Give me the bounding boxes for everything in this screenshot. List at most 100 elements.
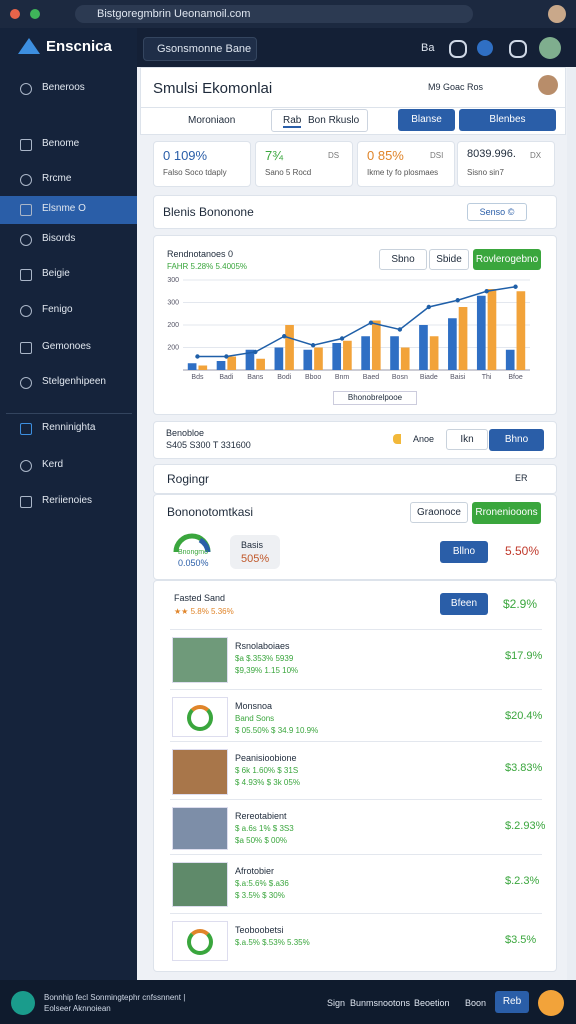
line-point — [484, 289, 489, 294]
nav-item[interactable]: Reriienoies — [42, 495, 93, 506]
chart-legend: Bhonobrelpooe — [333, 391, 417, 405]
bar — [516, 291, 526, 370]
amount: $2.9% — [503, 597, 538, 611]
nav-item[interactable]: Stelgenhipeen — [42, 376, 106, 387]
bar — [198, 365, 208, 370]
button[interactable]: Bfeen — [440, 593, 488, 615]
nav-icon — [20, 342, 32, 354]
nav-item[interactable]: Bisords — [42, 233, 76, 244]
bar — [245, 349, 255, 370]
bar — [274, 347, 284, 370]
stat-value: 0 109% — [163, 148, 208, 163]
line-point — [195, 354, 200, 359]
nav-item[interactable]: Benome — [42, 138, 80, 149]
summary-button[interactable]: Anoe — [393, 434, 434, 444]
nav-item[interactable]: Renninighta — [42, 422, 96, 433]
icon[interactable] — [509, 40, 527, 58]
divider — [170, 854, 542, 855]
item-line: Band Sons — [235, 714, 275, 723]
item-amount: $.2.93% — [505, 820, 546, 832]
footer-link[interactable]: Bunmsnootons — [350, 998, 411, 1008]
avatar[interactable] — [538, 75, 558, 95]
item-amount: $20.4% — [505, 710, 543, 722]
button[interactable]: Blenbes — [459, 109, 556, 131]
footer-link[interactable]: Beoetion — [414, 998, 450, 1008]
item-line: $a $.353% 5939 — [235, 654, 294, 663]
stat-card — [457, 141, 555, 187]
nav-item[interactable]: Fenigo — [42, 304, 73, 315]
badge-label: Basis — [241, 540, 264, 550]
button[interactable]: Sbno — [379, 249, 427, 270]
item-line: $ 05.50% $ 34.9 10.9% — [235, 726, 319, 735]
button[interactable]: Blanse — [398, 109, 455, 131]
nav-item[interactable]: Beigie — [42, 268, 70, 279]
tab[interactable]: Moroniaon — [188, 115, 236, 126]
icon[interactable] — [538, 990, 564, 1016]
nav-item[interactable]: Kerd — [42, 459, 64, 470]
url-box[interactable] — [75, 5, 473, 23]
bar — [487, 289, 497, 370]
icon[interactable] — [11, 991, 35, 1015]
section-control[interactable]: ER — [515, 473, 528, 483]
bar — [314, 347, 323, 370]
bar — [419, 325, 428, 370]
x-tick-label: Baisi — [450, 374, 466, 381]
nav-icon — [20, 423, 32, 435]
gauge-arc — [198, 537, 211, 553]
button[interactable]: Ikn — [446, 429, 488, 450]
item-line: $.a:5.6% $.a36 — [235, 879, 289, 888]
thumbnail — [172, 637, 228, 683]
avatar[interactable] — [548, 5, 566, 23]
tab[interactable]: Bon Rkuslo — [308, 115, 360, 126]
nav-item[interactable]: Gemonoes — [42, 341, 91, 352]
bar — [256, 358, 265, 370]
button[interactable]: Sbide — [429, 249, 469, 270]
stat-label: Ikme ty fo plosmaes — [367, 168, 439, 177]
nav-item[interactable]: Elsnme O — [42, 203, 86, 214]
line-point — [513, 284, 518, 289]
button[interactable]: Rovlerogebno — [473, 249, 541, 270]
bar — [361, 336, 370, 370]
browser-bar: Bistgoregmbrin Ueonamoil.com — [0, 0, 576, 28]
thumbnail — [172, 862, 228, 907]
chart-title: Rendnotanoes 0 — [167, 249, 234, 259]
icon[interactable] — [449, 40, 467, 58]
thumbnail — [172, 749, 228, 795]
tab[interactable]: Rab — [283, 115, 302, 128]
sidebar: Enscnica Beneroos Benome Rrcme Elsnme O Biso… — [0, 28, 137, 980]
bar — [216, 361, 226, 370]
footer-link[interactable]: Boon — [465, 998, 487, 1008]
page-title: Smulsi Ekomonlai — [153, 80, 273, 97]
bar — [227, 356, 237, 370]
icon[interactable] — [477, 40, 493, 56]
button[interactable]: Bllno — [440, 541, 488, 563]
stat-value: 8039.996. — [467, 148, 516, 160]
bar — [332, 343, 342, 370]
line-point — [310, 343, 316, 348]
footer-link[interactable]: Sign — [327, 998, 346, 1008]
thumbnail — [172, 697, 228, 737]
bar — [429, 336, 439, 370]
button[interactable]: Graonoce — [410, 502, 468, 523]
nav-item[interactable]: Rrcme — [42, 173, 72, 184]
item-line: $9,39% 1.15 10% — [235, 666, 299, 675]
nav-item[interactable]: Beneroos — [42, 82, 85, 93]
line-point — [426, 304, 431, 310]
button[interactable]: Bhno — [489, 429, 544, 451]
badge — [230, 535, 280, 569]
pill[interactable]: Senso © — [467, 203, 527, 221]
stat-label: Sisno sin7 — [467, 168, 504, 177]
avatar[interactable] — [539, 37, 561, 59]
bar — [458, 307, 468, 370]
active-bg — [0, 196, 137, 224]
featured-title: Fasted Sand — [174, 593, 226, 603]
button[interactable]: Rroneniooons — [472, 502, 541, 524]
gauge — [173, 533, 211, 553]
button[interactable]: Reb — [495, 991, 529, 1013]
nav-icon — [20, 377, 32, 389]
search[interactable] — [143, 37, 257, 61]
item-line: $a 50% $ 00% — [235, 836, 288, 845]
amount: 5.50% — [505, 544, 540, 558]
featured-rating: ★★ 5.8% 5.36% — [174, 607, 234, 616]
